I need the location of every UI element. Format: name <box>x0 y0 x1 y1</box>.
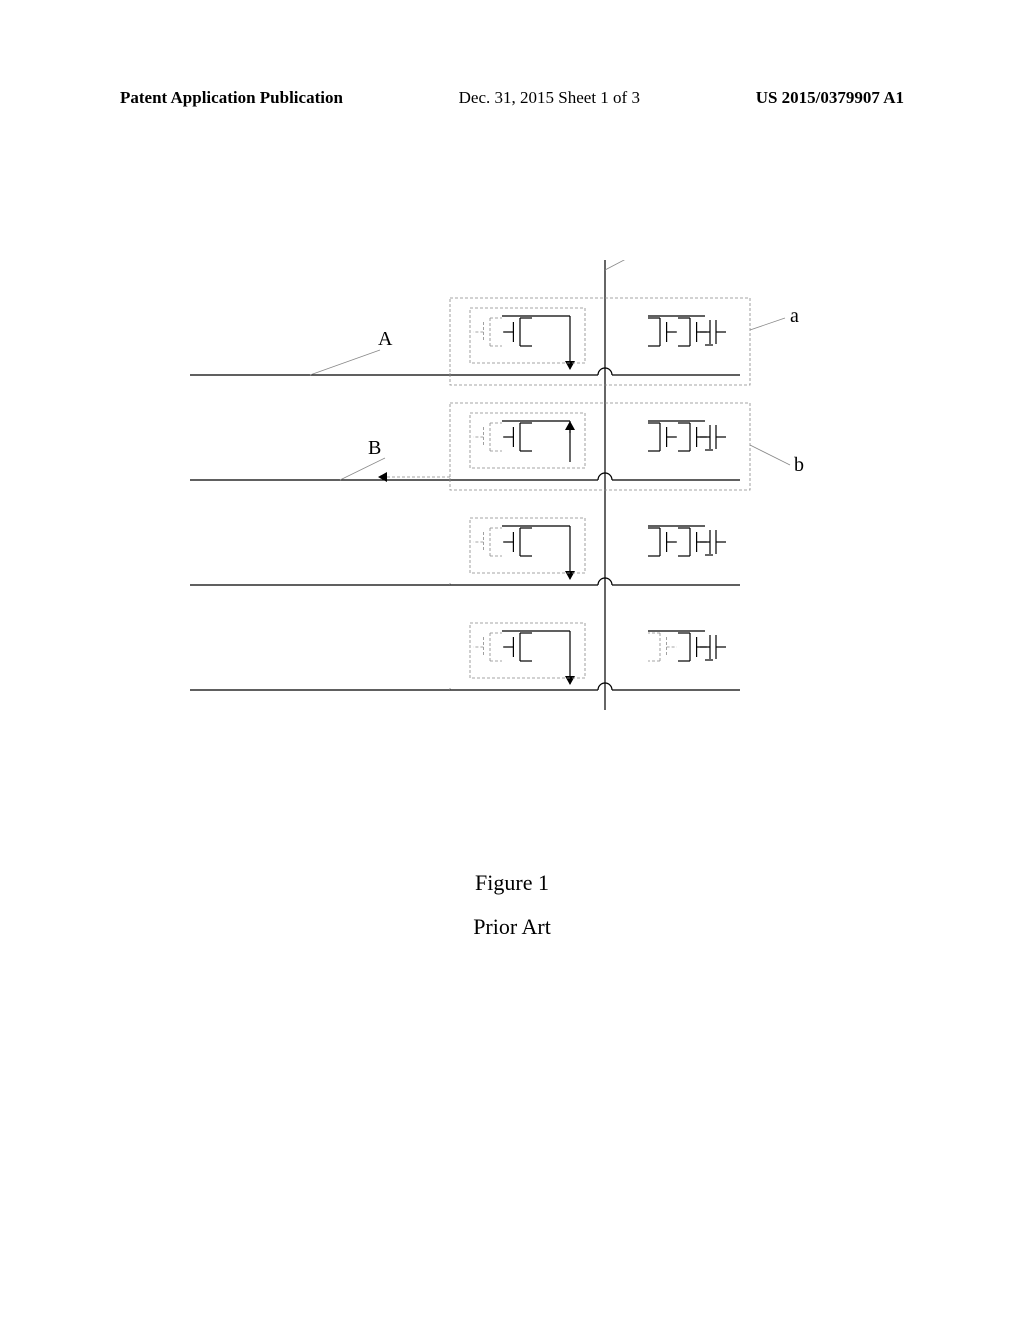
svg-text:A: A <box>378 328 393 350</box>
header-right: US 2015/0379907 A1 <box>756 88 904 108</box>
header-left: Patent Application Publication <box>120 88 343 108</box>
circuit-diagram: CABab <box>150 260 850 780</box>
prior-art-label: Prior Art <box>0 914 1024 940</box>
svg-text:a: a <box>790 305 799 327</box>
svg-text:B: B <box>368 437 381 459</box>
header: Patent Application Publication Dec. 31, … <box>0 88 1024 108</box>
svg-text:b: b <box>794 454 804 476</box>
header-center: Dec. 31, 2015 Sheet 1 of 3 <box>459 88 640 108</box>
figure-label: Figure 1 <box>0 870 1024 896</box>
caption: Figure 1 Prior Art <box>0 870 1024 940</box>
